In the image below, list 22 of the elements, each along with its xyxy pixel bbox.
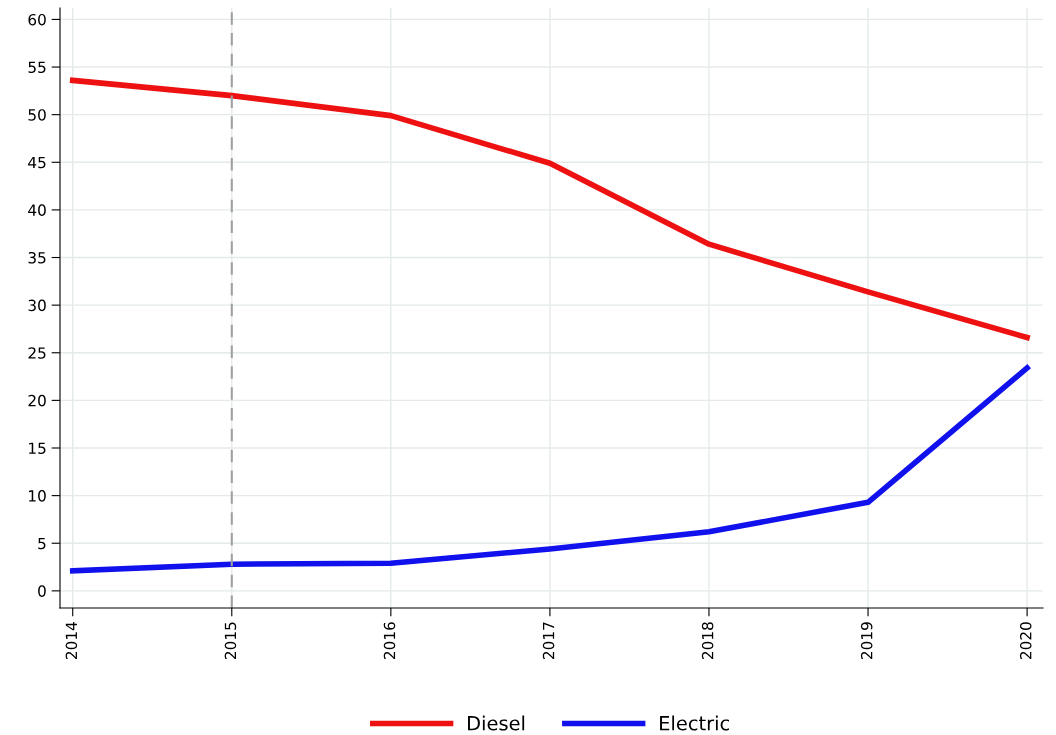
legend-label: Electric [660,715,730,731]
x-tick-label: 2016 [383,622,396,659]
y-tick-label: 60 [28,13,46,26]
y-tick-label: 55 [28,61,46,74]
x-tick-label: 2015 [224,622,237,659]
y-tick-label: 5 [38,537,46,550]
x-tick-label: 2014 [65,622,78,659]
legend-label: Diesel [468,715,525,731]
y-tick-label: 0 [38,585,46,597]
y-tick-label: 45 [28,156,46,169]
y-tick-label: 10 [29,490,46,502]
x-tick-label: 2017 [542,622,555,659]
y-tick-label: 20 [28,394,46,407]
y-tick-label: 25 [28,347,46,359]
y-tick-label: 15 [29,442,46,455]
y-tick-label: 30 [28,299,46,312]
y-tick-label: 50 [28,109,46,121]
x-tick-label: 2020 [1019,622,1032,659]
x-tick-label: 2019 [860,622,873,659]
x-tick-label: 2018 [701,622,714,659]
y-tick-label: 40 [28,204,46,216]
y-tick-label: 35 [28,251,46,264]
